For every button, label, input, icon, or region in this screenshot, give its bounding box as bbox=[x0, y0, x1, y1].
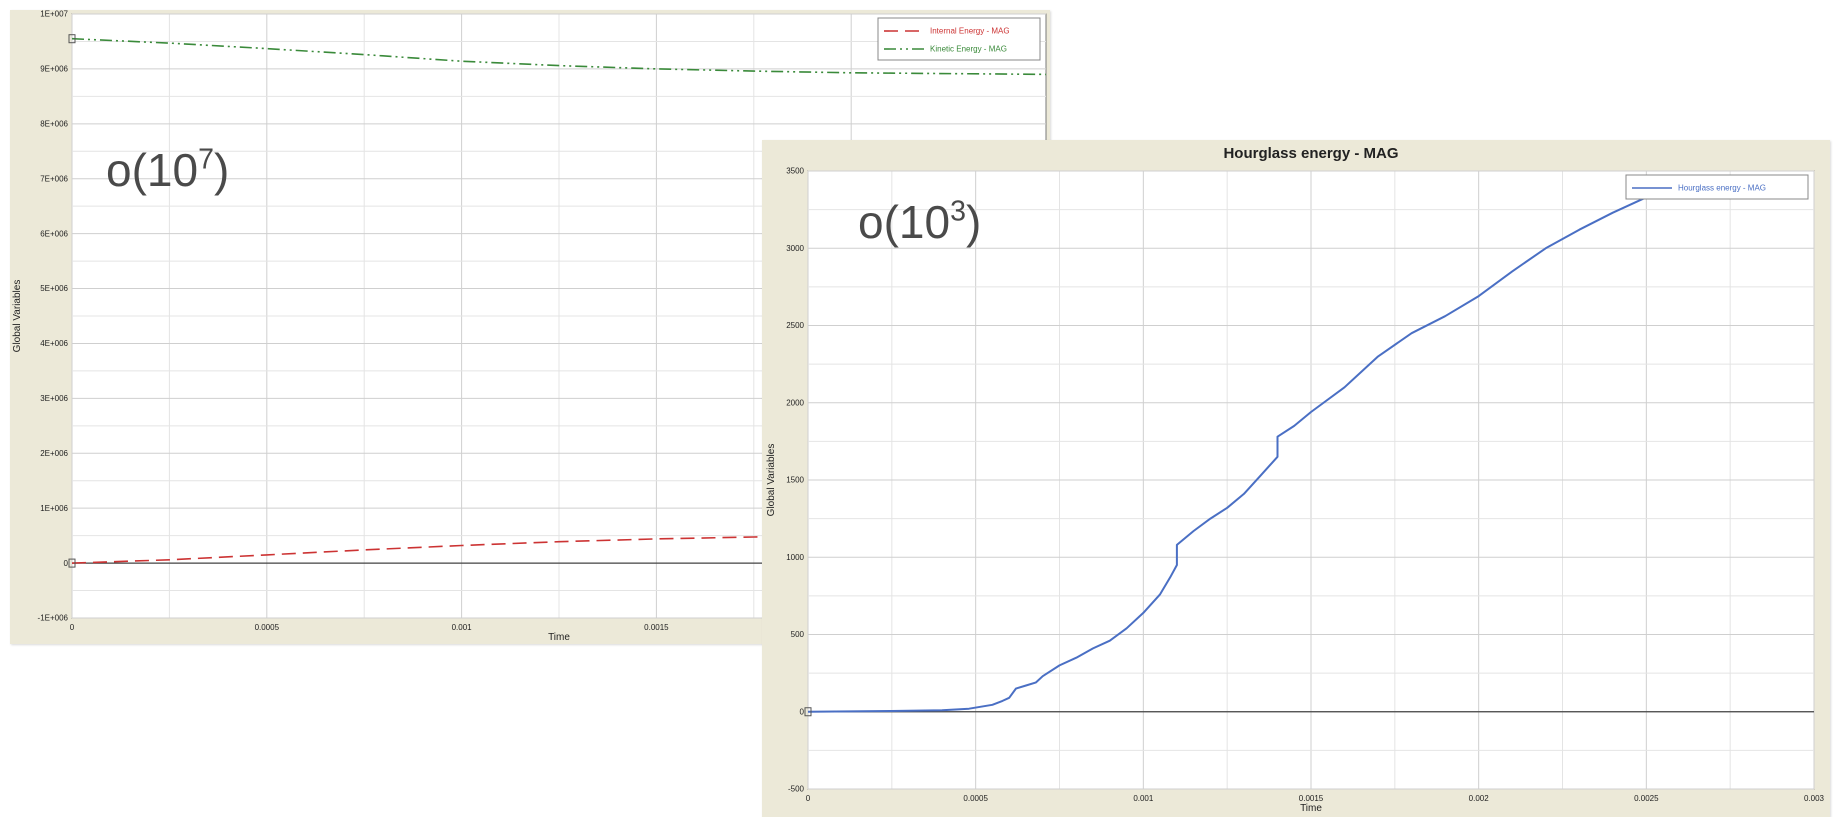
grid-lines bbox=[71, 13, 1046, 619]
order-annotation: o(103) bbox=[858, 196, 981, 248]
y-tick-label: -500 bbox=[788, 785, 805, 794]
series-line-2 bbox=[72, 37, 1046, 76]
legend-label-1: Hourglass energy - MAG bbox=[1678, 184, 1766, 193]
order-base: o(10 bbox=[858, 196, 950, 248]
order-exponent: 7 bbox=[198, 144, 214, 176]
x-tick-label: 0.0025 bbox=[1634, 794, 1659, 803]
x-tick-label: 0.0005 bbox=[255, 623, 280, 632]
x-tick-label: 0.001 bbox=[1133, 794, 1154, 803]
legend: Hourglass energy - MAG bbox=[1625, 174, 1809, 200]
x-tick-label: 0.0015 bbox=[644, 623, 669, 632]
order-annotation: o(107) bbox=[106, 144, 229, 196]
y-axis-label: Global Variables bbox=[766, 444, 777, 517]
order-close: ) bbox=[966, 196, 981, 248]
order-close: ) bbox=[214, 144, 229, 196]
y-tick-label: 7E+006 bbox=[40, 174, 68, 183]
x-tick-label: 0.002 bbox=[1469, 794, 1490, 803]
x-tick-label: 0.0015 bbox=[1299, 794, 1324, 803]
x-axis-label: Time bbox=[548, 632, 570, 643]
y-tick-label: 3000 bbox=[786, 244, 804, 253]
y-tick-label: -1E+006 bbox=[38, 614, 69, 623]
x-tick-label: 0 bbox=[70, 623, 75, 632]
y-tick-label: 3500 bbox=[786, 167, 804, 176]
grid-lines bbox=[807, 170, 1815, 790]
x-tick-label: 0 bbox=[806, 794, 811, 803]
series-start-marker bbox=[804, 707, 812, 717]
y-tick-label: 1E+007 bbox=[40, 10, 68, 19]
y-tick-label: 4E+006 bbox=[40, 339, 68, 348]
hourglass-chart: Hourglass energy - MAG 0 0.0005 0.001 0.0015… bbox=[766, 145, 1825, 814]
x-tick-label: 0.001 bbox=[452, 623, 473, 632]
legend-box bbox=[877, 17, 1041, 61]
y-tick-label: 0 bbox=[64, 559, 69, 568]
order-exponent: 3 bbox=[950, 196, 966, 228]
series-line-1 bbox=[808, 196, 1647, 713]
order-label: o(107) bbox=[106, 144, 229, 196]
x-tick-label: 0.0005 bbox=[963, 794, 988, 803]
x-axis-label: Time bbox=[1300, 803, 1322, 814]
y-tick-label: 500 bbox=[791, 630, 805, 639]
y-tick-label: 9E+006 bbox=[40, 65, 68, 74]
y-tick-label: 5E+006 bbox=[40, 284, 68, 293]
legend-box bbox=[1625, 174, 1809, 200]
y-tick-label: 1E+006 bbox=[40, 504, 68, 513]
order-label: o(103) bbox=[858, 196, 981, 248]
y-tick-label: 0 bbox=[800, 707, 805, 716]
x-tick-label: 0.003 bbox=[1804, 794, 1825, 803]
order-base: o(10 bbox=[106, 144, 198, 196]
chart-title: Hourglass energy - MAG bbox=[1223, 145, 1398, 162]
y-tick-label: 1000 bbox=[786, 553, 804, 562]
y-tick-label: 2500 bbox=[786, 321, 804, 330]
y-tick-label: 8E+006 bbox=[40, 119, 68, 128]
legend: Internal Energy - MAG Kinetic Energy - MA… bbox=[877, 17, 1041, 61]
hourglass-chart-panel: Hourglass energy - MAG 0 0.0005 0.001 0.0015… bbox=[762, 140, 1830, 817]
series-start-marker bbox=[68, 34, 76, 44]
y-tick-label: 3E+006 bbox=[40, 394, 68, 403]
y-tick-label: 1500 bbox=[786, 476, 804, 485]
y-axis-label: Global Variables bbox=[12, 280, 23, 353]
series-start-marker bbox=[68, 558, 76, 568]
legend-label-1: Internal Energy - MAG bbox=[930, 27, 1010, 36]
y-tick-label: 2000 bbox=[786, 398, 804, 407]
y-tick-label: 2E+006 bbox=[40, 449, 68, 458]
legend-label-2: Kinetic Energy - MAG bbox=[930, 45, 1007, 54]
y-tick-label: 6E+006 bbox=[40, 229, 68, 238]
